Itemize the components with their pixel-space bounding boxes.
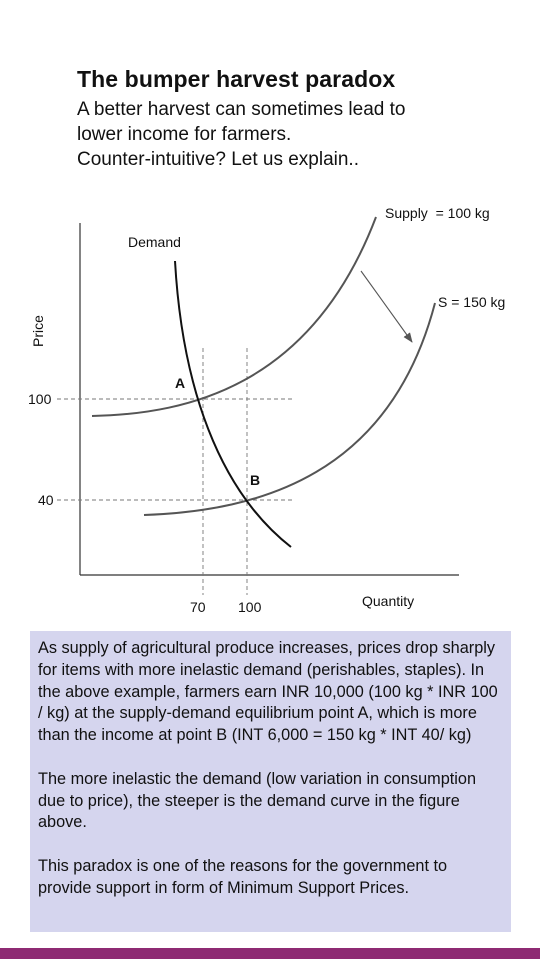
- supply-shift-arrow: [360, 270, 413, 343]
- subtitle-line: lower income for farmers.: [77, 124, 292, 145]
- explanation-paragraph: This paradox is one of the reasons for t…: [38, 856, 448, 897]
- y-axis-label: Price: [30, 315, 46, 347]
- y-tick-100: 100: [28, 391, 52, 407]
- supply-demand-diagram: Demand Supply = 100 kg S = 150 kg A B 10…: [28, 205, 505, 615]
- supply-curve-150kg: [143, 302, 436, 516]
- supply-150kg-label: S = 150 kg: [438, 294, 505, 310]
- subtitle-line: A better harvest can sometimes lead to: [77, 99, 406, 120]
- explanation-box: As supply of agricultural produce increa…: [30, 631, 511, 932]
- x-tick-100: 100: [238, 599, 262, 615]
- x-axis-label: Quantity: [362, 593, 414, 609]
- x-tick-70: 70: [190, 599, 206, 615]
- supply-curve-100kg: [91, 216, 377, 417]
- supply-100kg-label: Supply = 100 kg: [385, 205, 490, 221]
- demand-label: Demand: [128, 234, 181, 250]
- bottom-accent-bar: [0, 948, 540, 959]
- explanation-paragraph: As supply of agricultural produce increa…: [38, 639, 498, 745]
- subtitle-line: Counter-intuitive? Let us explain..: [77, 149, 359, 170]
- explanation-paragraph: The more inelastic the demand (low varia…: [38, 769, 477, 832]
- point-b-label: B: [250, 472, 260, 488]
- point-a-label: A: [175, 375, 185, 391]
- y-tick-40: 40: [38, 492, 54, 508]
- page-subtitle: A better harvest can sometimes lead to l…: [77, 97, 517, 172]
- demand-curve: [174, 260, 292, 548]
- page-title: The bumper harvest paradox: [77, 66, 396, 92]
